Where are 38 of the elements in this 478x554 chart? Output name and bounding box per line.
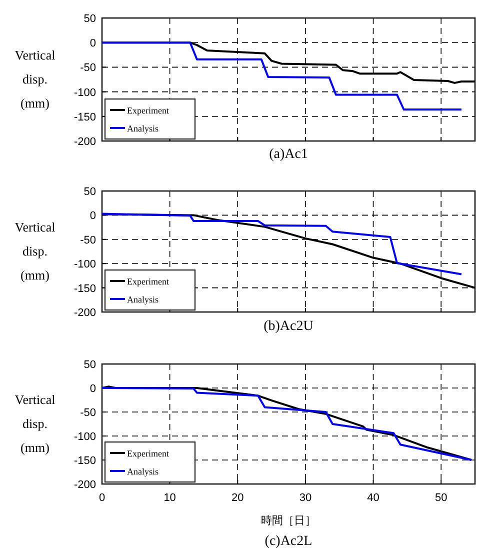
y-axis-title: Vertical disp. (mm) <box>14 220 56 282</box>
x-tick-label: 0 <box>98 492 106 504</box>
text: (b)Ac2U <box>264 319 314 334</box>
y-tick-label: -200 <box>74 307 96 319</box>
y-tick-label: 50 <box>84 359 96 371</box>
x-tick-label: 40 <box>367 492 380 504</box>
y-tick-label: -50 <box>80 234 96 246</box>
legend-label: Analysis <box>127 124 159 134</box>
legend-label: Analysis <box>127 294 159 304</box>
legend-label: Analysis <box>127 466 159 476</box>
y-tick-label: -200 <box>74 136 96 148</box>
y-tick-label: 0 <box>90 383 96 395</box>
y-tick-label: 50 <box>84 186 96 198</box>
y-tick-label: -100 <box>74 86 96 99</box>
y-tick-label: -150 <box>74 455 96 467</box>
y-tick-label: -200 <box>74 479 96 491</box>
y-tick-label: -150 <box>74 111 96 124</box>
line-series <box>101 212 462 276</box>
y-tick-label: 50 <box>84 13 96 25</box>
text: (c)Ac2L <box>264 534 312 549</box>
legend-label: Experiment <box>127 276 170 286</box>
y-axis-title: Vertical disp. (mm) <box>14 48 56 110</box>
y-tick-label: 0 <box>90 38 96 50</box>
legend-label: Experiment <box>127 106 170 116</box>
legend-label: Experiment <box>127 448 170 458</box>
text: (a)Ac1 <box>269 147 308 162</box>
x-axis-title: 時間［日］ <box>261 514 316 527</box>
x-tick-label: 20 <box>232 492 244 504</box>
y-tick-label: -50 <box>80 62 96 74</box>
y-tick-label: 0 <box>90 210 96 222</box>
y-tick-label: -100 <box>74 431 96 443</box>
x-tick-label: 10 <box>164 492 176 504</box>
y-tick-label: -50 <box>80 407 96 419</box>
x-tick-label: 30 <box>299 492 312 504</box>
y-tick-label: -150 <box>74 282 96 295</box>
y-axis-title: Vertical disp. (mm) <box>14 392 56 455</box>
x-tick-label: 50 <box>434 492 448 504</box>
y-tick-label: -100 <box>74 258 96 271</box>
